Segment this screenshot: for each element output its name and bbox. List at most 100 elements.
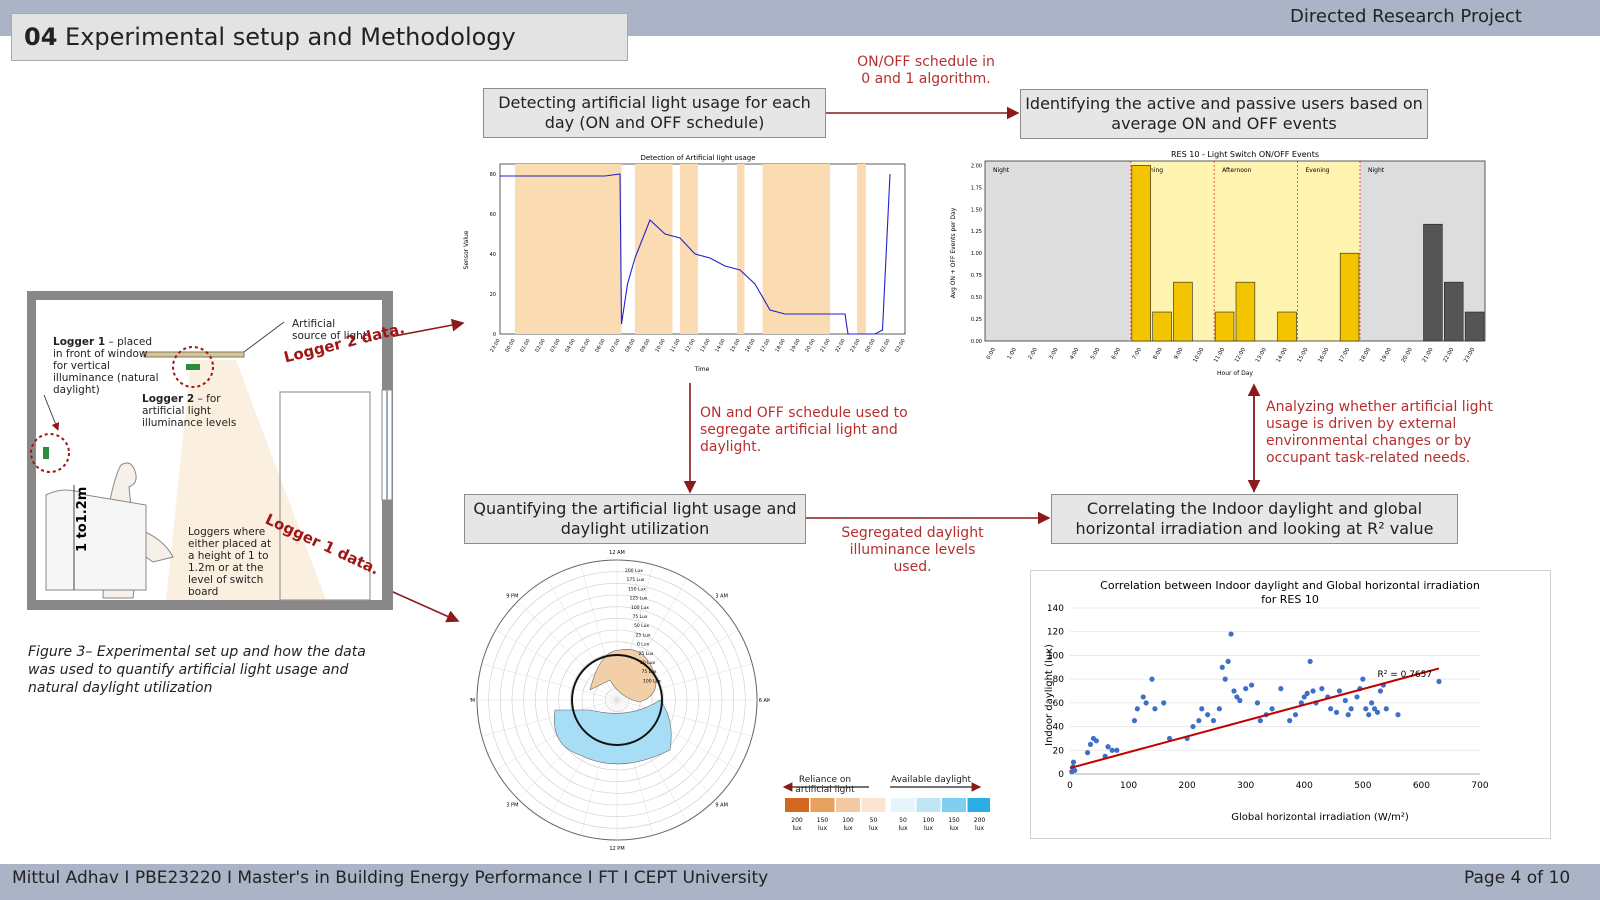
- chart2-y-tick: 0.75: [971, 273, 982, 279]
- chart4-point: [1310, 688, 1316, 694]
- chart2-xlabel: Hour of Day: [1217, 370, 1253, 377]
- chart4-point: [1190, 723, 1196, 730]
- chart4-point: [1243, 686, 1249, 692]
- chart1-x-tick: 07:00: [609, 338, 621, 353]
- legend-label: 100: [842, 817, 854, 824]
- chart3-hour-label: 9 AM: [715, 803, 728, 809]
- chart4-point: [1087, 741, 1094, 747]
- chart4-point: [1114, 747, 1120, 753]
- chart2-period-label: Night: [993, 167, 1010, 174]
- legend-swatch: [861, 798, 886, 812]
- chart3-hour-label: 3 PM: [506, 803, 518, 809]
- chart4-point: [1143, 700, 1149, 706]
- chart4-x-tick: 300: [1237, 781, 1254, 791]
- chart2-ylabel: Avg ON + OFF Events per Day: [950, 207, 957, 298]
- chart4-x-tick: 0: [1067, 781, 1073, 791]
- height-label: 1 to1.2m: [75, 487, 90, 552]
- chart1-y-tick: 20: [490, 292, 496, 298]
- chart1-x-tick: 05:00: [579, 338, 591, 353]
- legend-label-unit: lux: [924, 825, 933, 832]
- chart4-point: [1228, 631, 1234, 637]
- chart1-x-tick: 13:00: [699, 338, 711, 353]
- logger-2-device: [186, 364, 200, 370]
- chart2-x-tick: 12:00: [1234, 347, 1247, 364]
- chart4-point: [1278, 686, 1284, 692]
- chart2-period-label: Afternoon: [1222, 167, 1251, 174]
- chart4-point: [1210, 718, 1217, 724]
- chart3-zero-circle: [571, 654, 663, 746]
- chart1-x-tick: 16:00: [744, 338, 756, 353]
- legend-label-unit: lux: [792, 825, 801, 832]
- chart2-x-tick: 3:00: [1048, 347, 1060, 361]
- chart4-title-2: for RES 10: [1261, 593, 1319, 606]
- legend-label-unit: lux: [898, 825, 907, 832]
- chart4-point: [1328, 706, 1334, 712]
- logger-2-marker: [172, 346, 214, 388]
- chart1-ylabel: Sensor Value: [463, 230, 470, 269]
- chart1-x-tick: 22:00: [834, 338, 846, 353]
- logger-1-description: Logger 1 – placed in front of window for…: [53, 336, 159, 396]
- section-number: 04: [24, 23, 58, 51]
- chart2-period-label: Night: [1368, 167, 1385, 174]
- chart4-point: [1248, 682, 1255, 688]
- chart4-point: [1336, 688, 1343, 694]
- chart1-x-tick: 17:00: [759, 338, 771, 353]
- chart3-ring-label: 25 Lux: [636, 632, 651, 638]
- chart2-title: RES 10 - Light Switch ON/OFF Events: [1171, 150, 1319, 159]
- chart3-artificial-area: [589, 648, 657, 703]
- chart2-y-tick: 1.25: [971, 229, 982, 235]
- flow-box-detect: Detecting artificial light usage for eac…: [483, 88, 826, 138]
- chart3-hour-label: 9 PM: [506, 593, 518, 599]
- chart3-ring-label: 200 Lux: [625, 568, 643, 574]
- chart4-point: [1345, 712, 1351, 718]
- chart4-point: [1093, 738, 1099, 744]
- chart1-x-tick: 21:00: [819, 338, 831, 353]
- chart1-x-tick: 08:00: [624, 338, 636, 353]
- chart4-point: [1307, 658, 1313, 664]
- chart2-y-ticks: 0.00 0.25 0.50 0.75 1.00 1.25 1.50 1.75 2.00: [971, 163, 982, 345]
- chart3-ring-label: 75 Lux: [633, 614, 648, 620]
- arrow-label-analyzing: Analyzing whether artificial light usage…: [1266, 399, 1493, 466]
- chart1-usage-band: [762, 164, 830, 334]
- bottom-bar: [0, 864, 1600, 900]
- chart3-ring-label: 0 Lux: [637, 642, 650, 648]
- chart3-hour-label: 6 PM: [470, 698, 475, 704]
- chart3-ring-label: 125 Lux: [630, 596, 648, 602]
- chart1-x-tick: 20:00: [804, 338, 816, 353]
- chart1-x-tick: 02:00: [894, 338, 906, 353]
- chart3-ring-label: 100 Lux: [643, 678, 661, 684]
- chart1-x-tick: 03:00: [549, 338, 561, 353]
- chart-switch-events: RES 10 - Light Switch ON/OFF Events Nigh…: [950, 150, 1486, 377]
- chart4-point: [1257, 718, 1263, 724]
- page-number: Page 4 of 10: [1464, 868, 1571, 888]
- chart4-point: [1436, 678, 1442, 685]
- chart4-point: [1234, 694, 1240, 700]
- chart4-x-tick: 200: [1179, 781, 1196, 791]
- legend-left-label: Reliance on artificial light: [795, 775, 855, 795]
- chart2-period-label: Morning: [1139, 167, 1163, 174]
- chart2-bar: [1131, 165, 1151, 342]
- chart4-point: [1166, 735, 1173, 742]
- chart4-x-tick: 700: [1471, 781, 1488, 791]
- chart4-point: [1298, 700, 1304, 706]
- chart1-x-tick: 04:00: [564, 338, 576, 353]
- arrow-label-segregate: ON and OFF schedule used to segregate ar…: [700, 405, 908, 455]
- chart1-x-tick: 00:00: [864, 338, 876, 353]
- chart2-x-ticks: 0:00 1:00 2:00 3:00 4:00 5:00 6:00 7:00 8:00 9:00…: [986, 347, 1477, 364]
- chart2-x-tick: 17:00: [1338, 347, 1351, 364]
- chart2-x-tick: 1:00: [1007, 347, 1019, 361]
- chart2-period-band: [1360, 161, 1485, 341]
- light-fixture: [143, 351, 245, 358]
- chart4-point: [1072, 767, 1078, 774]
- chart2-x-tick: 11:00: [1213, 347, 1226, 364]
- chart4-point: [1254, 700, 1261, 706]
- chart4-point: [1205, 712, 1211, 718]
- chart4-point: [1371, 706, 1378, 712]
- chart4-r2: R² = 0.7657: [1378, 670, 1433, 680]
- chart1-y-tick: 40: [490, 252, 496, 258]
- chart2-x-tick: 9:00: [1173, 347, 1185, 361]
- footer-text: Mittul Adhav I PBE23220 I Master's in Bu…: [12, 868, 769, 888]
- chart4-point: [1301, 694, 1307, 700]
- chart2-y-tick: 1.00: [971, 251, 982, 257]
- chart4-point: [1366, 712, 1372, 718]
